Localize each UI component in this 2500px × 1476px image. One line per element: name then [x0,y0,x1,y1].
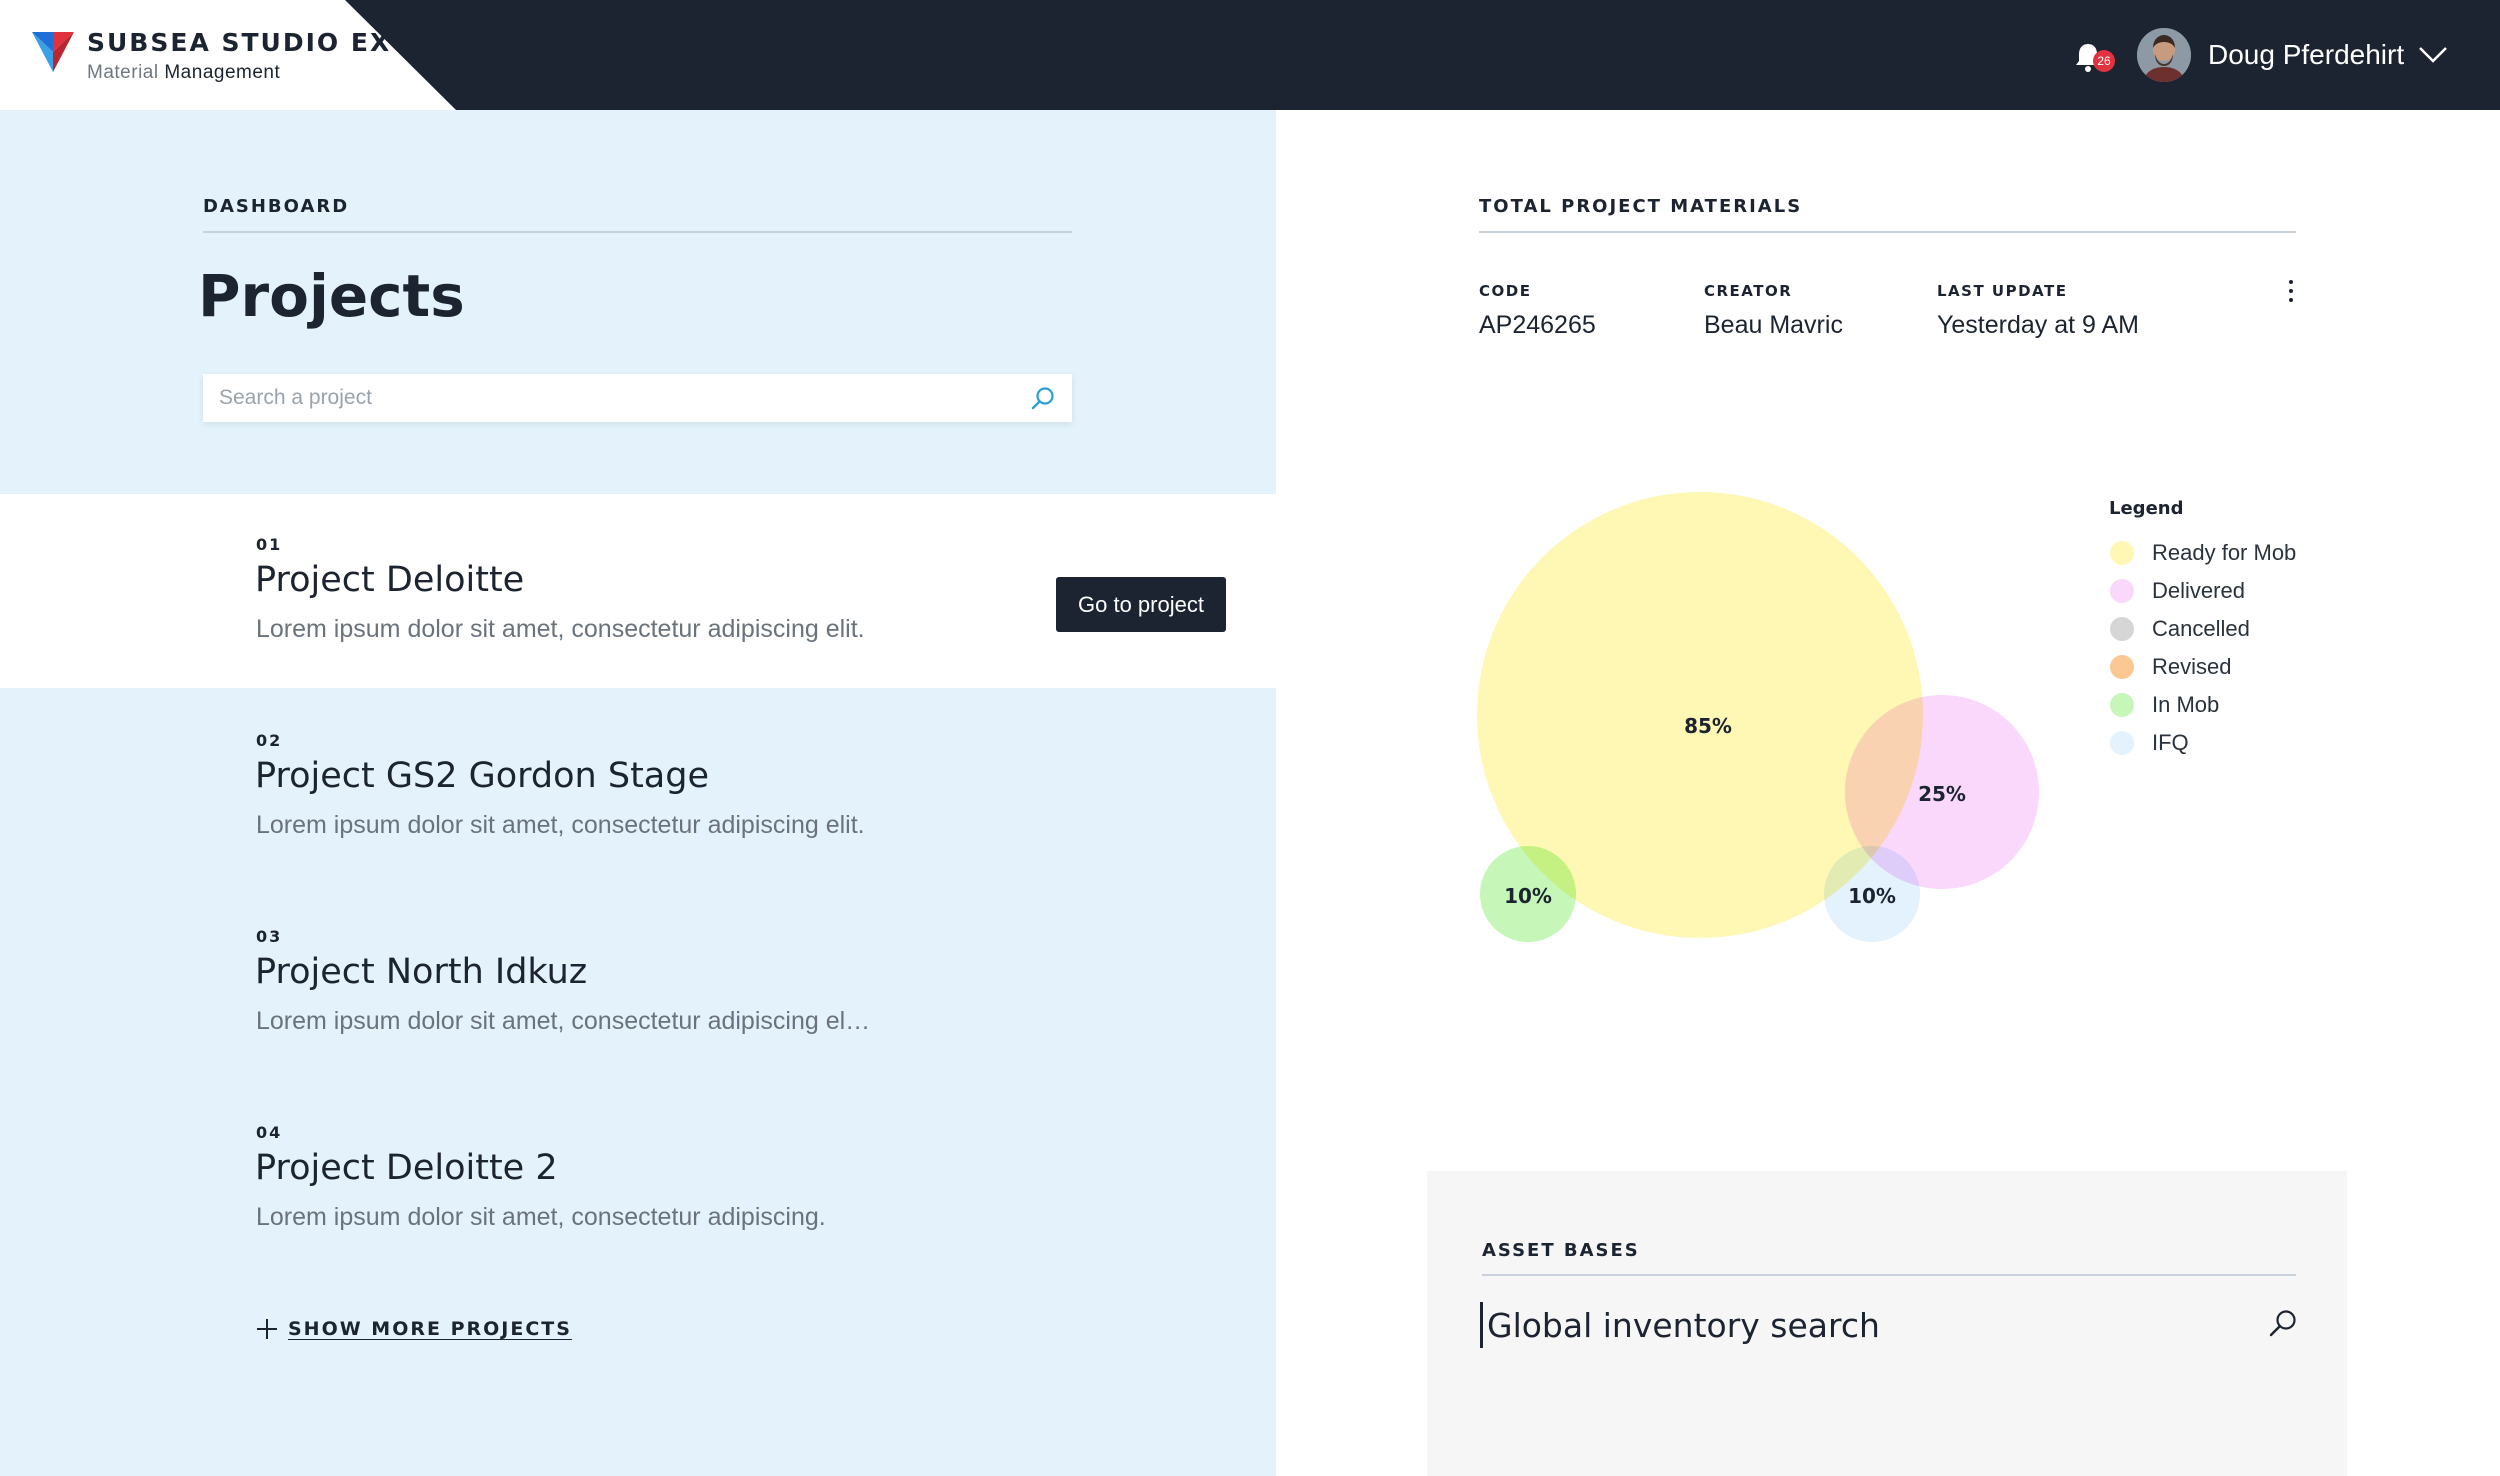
code-value: AP246265 [1479,311,1596,339]
brand-subtitle-dark: Management [164,62,281,83]
bubble-in-mob [1480,846,1576,942]
bubble-label-ready-for-mob: 85% [1684,714,1732,738]
dashboard-label: DASHBOARD [203,196,350,217]
legend-item-revised: Revised [2110,654,2231,680]
bubble-label-in-mob: 10% [1504,884,1552,908]
more-options-icon[interactable] [2284,278,2298,304]
project-description: Lorem ipsum dolor sit amet, consectetur … [256,615,865,643]
legend-item-in-mob: In Mob [2110,692,2219,718]
materials-bubble-chart: 85% 25% 10% 10% [1477,492,2039,942]
legend-item-delivered: Delivered [2110,578,2245,604]
last-update-value: Yesterday at 9 AM [1937,311,2139,339]
legend-item-ready-for-mob: Ready for Mob [2110,540,2296,566]
brand-subtitle: Material Management [87,62,280,84]
bubble-label-delivered: 25% [1918,782,1966,806]
show-more-label: SHOW MORE PROJECTS [288,1318,572,1340]
brand-background [0,0,456,110]
project-description: Lorem ipsum dolor sit amet, consectetur … [256,1203,826,1231]
legend-title: Legend [2109,498,2184,519]
notification-count-badge: 26 [2093,50,2115,72]
user-name[interactable]: Doug Pferdehirt [2208,39,2405,70]
bubble-ready-for-mob [1477,492,1923,938]
legend-label: Delivered [2152,578,2245,603]
asset-bases-label: ASSET BASES [1482,1240,1640,1261]
project-number: 01 [256,535,283,554]
brand-title: SUBSEA STUDIO EX [87,28,392,57]
project-search [203,374,1072,422]
legend-swatch [2110,655,2134,679]
dashboard-divider [203,231,1072,233]
project-name[interactable]: Project North Idkuz [255,952,588,992]
legend-swatch [2110,617,2134,641]
go-to-project-button[interactable]: Go to project [1056,577,1226,632]
legend-label: Cancelled [2152,616,2250,641]
plus-icon [257,1319,277,1339]
search-input[interactable] [203,374,1003,422]
user-avatar-icon [2137,28,2191,82]
chevron-down-icon[interactable] [2418,46,2448,64]
search-icon[interactable] [1030,385,1056,411]
creator-label: CREATOR [1704,282,1793,300]
project-name[interactable]: Project GS2 Gordon Stage [255,756,709,796]
top-bar: SUBSEA STUDIO EX Material Management 26 … [0,0,2500,110]
total-materials-label: TOTAL PROJECT MATERIALS [1479,196,1803,217]
project-description: Lorem ipsum dolor sit amet, consectetur … [256,811,865,839]
project-name[interactable]: Project Deloitte 2 [255,1148,558,1188]
project-number: 02 [256,731,283,750]
legend-swatch [2110,541,2134,565]
page-title: Projects [198,262,465,330]
code-label: CODE [1479,282,1532,300]
brand[interactable]: SUBSEA STUDIO EX Material Management [0,0,456,110]
project-name[interactable]: Project Deloitte [255,560,525,600]
project-item[interactable] [0,1080,1276,1274]
legend-item-ifq: IFQ [2110,730,2189,756]
asset-bases-divider [1482,1274,2296,1276]
legend-label: Ready for Mob [2152,540,2297,565]
materials-divider [1479,231,2296,233]
brand-subtitle-light: Material [87,62,159,83]
subsea-logo-icon [32,32,74,72]
creator-value: Beau Mavric [1704,311,1843,339]
project-description: Lorem ipsum dolor sit amet, consectetur … [256,1007,871,1035]
legend-label: IFQ [2152,730,2189,755]
avatar[interactable] [2137,28,2191,82]
legend-swatch [2110,579,2134,603]
global-inventory-search-input[interactable] [1480,1302,2260,1348]
legend-swatch [2110,693,2134,717]
last-update-label: LAST UPDATE [1937,282,2068,300]
legend-item-cancelled: Cancelled [2110,616,2250,642]
bubble-delivered [1845,695,2039,889]
legend-label: In Mob [2152,692,2220,717]
legend-label: Revised [2152,654,2232,679]
project-number: 04 [256,1123,283,1142]
show-more-projects-link[interactable]: SHOW MORE PROJECTS [256,1318,572,1340]
project-number: 03 [256,927,283,946]
project-item[interactable] [0,884,1276,1078]
legend-swatch [2110,731,2134,755]
search-icon[interactable] [2268,1308,2298,1338]
bubble-ifq [1824,846,1920,942]
projects-panel [0,110,1276,1476]
bubble-label-ifq: 10% [1848,884,1896,908]
